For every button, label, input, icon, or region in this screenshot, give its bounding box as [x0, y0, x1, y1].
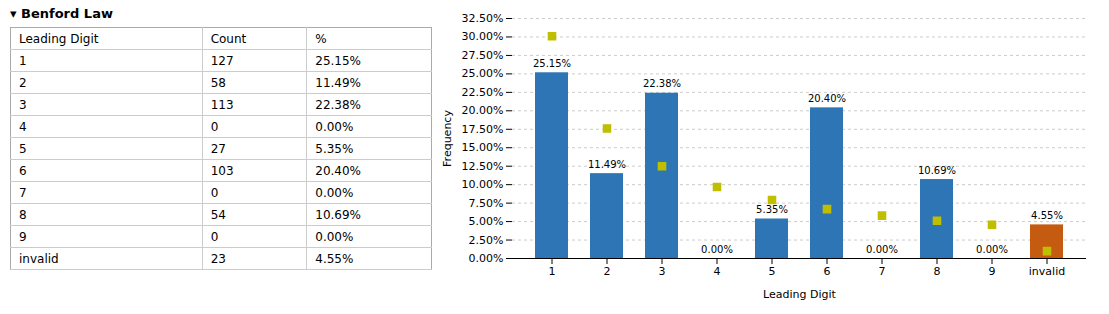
html-text:▾ Benford Law: ▾ Benford Law: [10, 6, 113, 21]
html-text:7: 7: [19, 185, 27, 200]
svg-text:12.50%: 12.50%: [462, 160, 504, 173]
html-text:0.00%: 0.00%: [315, 185, 354, 200]
svg-text:25.15%: 25.15%: [533, 58, 571, 69]
html-text:0.00%: 0.00%: [315, 229, 354, 244]
svg-text:4.55%: 4.55%: [1031, 210, 1063, 221]
html-text:4.55%: 4.55%: [315, 251, 354, 266]
svg-text:5: 5: [769, 265, 776, 278]
html-text:0.00%: 0.00%: [315, 119, 354, 134]
html-text:0: 0: [210, 229, 219, 244]
svg-text:Leading Digit: Leading Digit: [763, 288, 836, 301]
html-text:6: 6: [19, 163, 27, 178]
html-text:127: 127: [210, 53, 234, 68]
html-text:22.38%: 22.38%: [315, 97, 361, 112]
html-text:23: 23: [210, 251, 226, 266]
html-text:2: 2: [19, 75, 27, 90]
html-text:103: 103: [210, 163, 234, 178]
svg-text:32.50%: 32.50%: [462, 12, 504, 25]
html-text:10.69%: 10.69%: [315, 207, 361, 222]
svg-text:5.00%: 5.00%: [469, 215, 504, 228]
html-text:Count: Count: [210, 31, 247, 46]
svg-text:11.49%: 11.49%: [588, 159, 626, 170]
svg-text:0.00%: 0.00%: [701, 244, 733, 255]
svg-text:15.00%: 15.00%: [462, 141, 504, 154]
svg-text:7.50%: 7.50%: [469, 197, 504, 210]
html-text:Leading Digit: Leading Digit: [19, 31, 99, 46]
html-text:20.40%: 20.40%: [315, 163, 361, 178]
html-text:0: 0: [210, 185, 219, 200]
svg-text:Frequency: Frequency: [441, 110, 454, 167]
svg-text:20.40%: 20.40%: [808, 93, 846, 104]
html-text:11.49%: 11.49%: [315, 75, 361, 90]
svg-text:27.50%: 27.50%: [462, 49, 504, 62]
svg-text:25.00%: 25.00%: [462, 67, 504, 80]
html-text:5.35%: 5.35%: [315, 141, 354, 156]
svg-text:4: 4: [714, 265, 721, 278]
html-text:1: 1: [19, 53, 27, 68]
svg-text:10.69%: 10.69%: [918, 165, 956, 176]
svg-text:10.00%: 10.00%: [462, 178, 504, 191]
svg-text:5.35%: 5.35%: [756, 204, 788, 215]
html-text:27: 27: [210, 141, 226, 156]
html-text:58: 58: [210, 75, 226, 90]
html-text:113: 113: [210, 97, 234, 112]
html-text:4: 4: [19, 119, 27, 134]
svg-text:9: 9: [989, 265, 996, 278]
html-text:0: 0: [210, 119, 219, 134]
svg-text:0.00%: 0.00%: [976, 244, 1008, 255]
html-text:9: 9: [19, 229, 27, 244]
svg-text:2: 2: [604, 265, 611, 278]
html-text:5: 5: [19, 141, 27, 156]
svg-text:1: 1: [549, 265, 556, 278]
svg-text:3: 3: [659, 265, 666, 278]
svg-text:0.00%: 0.00%: [469, 252, 504, 265]
html-text:25.15%: 25.15%: [315, 53, 361, 68]
html-text:54: 54: [210, 207, 226, 222]
html-text:3: 3: [19, 97, 27, 112]
svg-text:22.38%: 22.38%: [643, 78, 681, 89]
html-text:invalid: invalid: [19, 251, 59, 266]
svg-text:8: 8: [934, 265, 941, 278]
svg-text:2.50%: 2.50%: [469, 234, 504, 247]
svg-text:6: 6: [824, 265, 831, 278]
svg-text:17.50%: 17.50%: [462, 123, 504, 136]
html-text:8: 8: [19, 207, 27, 222]
svg-text:22.50%: 22.50%: [462, 86, 504, 99]
svg-text:0.00%: 0.00%: [866, 244, 898, 255]
svg-text:20.00%: 20.00%: [462, 104, 504, 117]
svg-text:7: 7: [879, 265, 886, 278]
svg-text:invalid: invalid: [1029, 265, 1065, 278]
svg-text:30.00%: 30.00%: [462, 30, 504, 43]
